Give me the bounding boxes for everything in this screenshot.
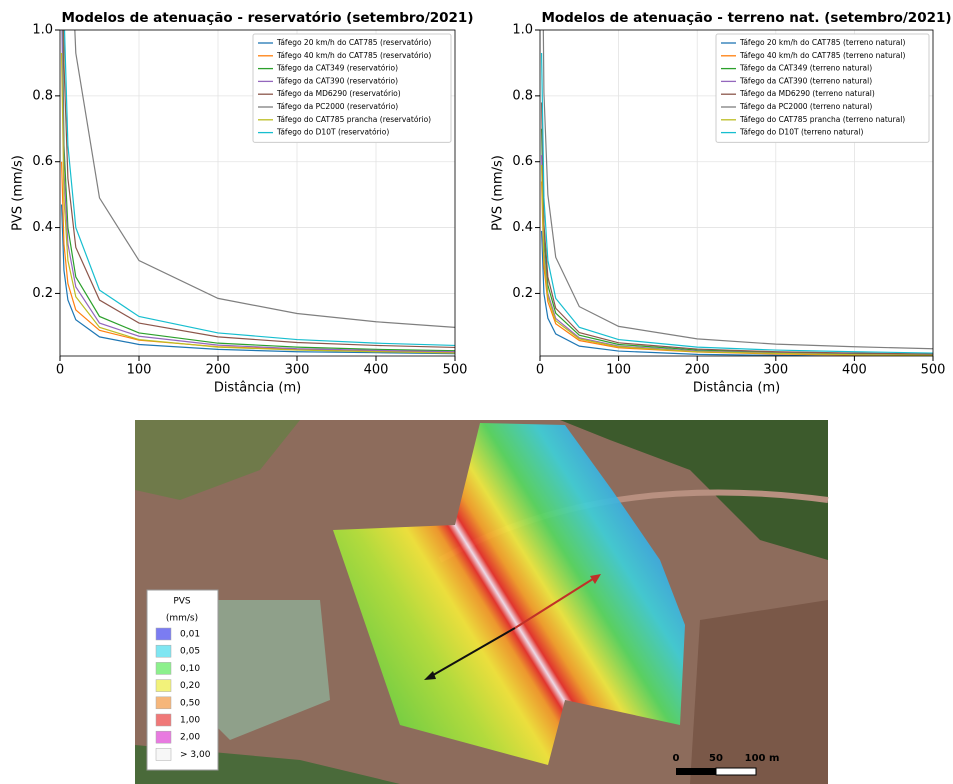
- arrow: [514, 576, 597, 629]
- x-tick-label: 500: [443, 363, 468, 378]
- legend-label: Táfego da CAT390 (terreno natural): [739, 76, 872, 85]
- legend-label: Táfego da CAT349 (reservatório): [276, 64, 398, 73]
- y-tick-label: 1.0: [32, 23, 53, 38]
- legend-label: 2,00: [180, 733, 200, 743]
- series-line: [540, 164, 933, 356]
- y-tick-label: 0.4: [512, 220, 533, 235]
- chart: 0 100 200 300 400 500 0.2 0.4 0.6 0.8 1.0 Modelos d…: [491, 10, 952, 396]
- x-axis-label: Distância (m): [214, 381, 301, 396]
- legend-label: 0,10: [180, 664, 200, 674]
- chart-title: Modelos de atenuação - reservatório (set…: [62, 10, 474, 26]
- scale-label: 0: [673, 753, 680, 764]
- legend-unit: (mm/s): [166, 614, 198, 624]
- series-line: [60, 161, 455, 353]
- scale-label: 100 m: [745, 753, 780, 764]
- scale-bar: [676, 768, 716, 775]
- scale-bar: [715, 767, 757, 776]
- x-tick-label: 100: [606, 363, 631, 378]
- legend-label: Táfego do CAT785 prancha (terreno natura…: [739, 115, 905, 124]
- chart: 0 100 200 300 400 500 0.2 0.4 0.6 0.8 1.0 Modelos d…: [11, 10, 474, 396]
- legend-label: Táfego do D10T (reservatório): [276, 128, 389, 137]
- legend-label: Táfego da MD6290 (reservatório): [276, 89, 401, 98]
- x-tick-label: 300: [285, 363, 310, 378]
- x-tick-label: 100: [127, 363, 152, 378]
- legend-label: Táfego 20 km/h do CAT785 (terreno natura…: [739, 38, 905, 47]
- scale-label: 50: [709, 753, 723, 764]
- vegetation: [560, 420, 828, 560]
- legend-label: Táfego da CAT349 (terreno natural): [739, 64, 872, 73]
- series-line: [61, 30, 455, 353]
- map: PVS (mm/s) 0,01 0,05 0,10 0,20 0,50 1,00 2,00 >…: [135, 420, 829, 784]
- y-tick-label: 0.4: [32, 220, 53, 235]
- series-line: [60, 53, 455, 354]
- series-line: [63, 30, 455, 347]
- y-tick-label: 0.6: [32, 154, 53, 169]
- series-line: [60, 204, 455, 355]
- series-line: [540, 128, 933, 355]
- legend-swatch: [155, 713, 172, 727]
- x-tick-label: 300: [763, 363, 788, 378]
- legend-swatch: [155, 679, 172, 692]
- arrow: [427, 627, 516, 679]
- terrain: [690, 600, 828, 784]
- legend-items: 0,01 0,05 0,10 0,20 0,50 1,00 2,00 > 3,00: [155, 627, 211, 761]
- legend-label: Táfego 40 km/h do CAT785 (reservatório): [276, 51, 431, 60]
- legend-label: Táfego 40 km/h do CAT785 (terreno natura…: [739, 51, 905, 60]
- x-tick-label: 400: [364, 363, 389, 378]
- y-tick-label: 0.2: [32, 286, 53, 301]
- legend-swatch: [155, 748, 172, 761]
- arrow-head: [590, 574, 601, 584]
- x-tick-label: 200: [206, 363, 231, 378]
- series-line: [74, 30, 455, 328]
- series-line: [542, 30, 933, 350]
- series-line: [61, 30, 455, 352]
- vegetation: [135, 420, 300, 500]
- y-tick-label: 0.8: [32, 88, 53, 103]
- plot-frame: [539, 29, 934, 357]
- x-tick-label: 0: [536, 363, 544, 378]
- legend-title: PVS: [173, 597, 191, 607]
- legend-label: 0,05: [180, 647, 200, 657]
- series-line: [63, 30, 455, 349]
- y-tick-label: 0.8: [512, 88, 533, 103]
- y-tick-label: 0.6: [512, 154, 533, 169]
- legend-label: Táfego 20 km/h do CAT785 (reservatório): [276, 38, 431, 47]
- legend-label: Táfego do CAT785 prancha (reservatório): [276, 115, 431, 124]
- arrow-head: [424, 671, 436, 680]
- legend-swatch: [155, 627, 172, 641]
- legend-swatch: [155, 730, 172, 744]
- pvs-contour: [333, 423, 685, 765]
- y-tick-label: 0.2: [512, 286, 533, 301]
- y-axis-label: PVS (mm/s): [11, 155, 26, 231]
- legend-label: 0,20: [180, 681, 200, 691]
- legend-label: Táfego da PC2000 (terreno natural): [739, 102, 872, 111]
- legend-swatch: [155, 644, 172, 658]
- x-axis-label: Distância (m): [693, 381, 780, 396]
- series-line: [540, 102, 933, 355]
- x-tick-label: 0: [56, 363, 64, 378]
- legend-label: Táfego da PC2000 (reservatório): [276, 102, 398, 111]
- chart-title: Modelos de atenuação - terreno nat. (set…: [541, 10, 951, 26]
- legend-label: 0,50: [180, 698, 200, 708]
- legend: [252, 33, 452, 143]
- series-line: [540, 53, 933, 354]
- legend-label: 1,00: [180, 716, 200, 726]
- legend-label: Táfego do D10T (terreno natural): [739, 128, 863, 137]
- x-tick-label: 500: [921, 363, 946, 378]
- y-tick-label: 1.0: [512, 23, 533, 38]
- legend-label: 0,01: [180, 630, 200, 640]
- pond: [190, 600, 330, 740]
- x-tick-label: 200: [685, 363, 710, 378]
- plot-frame: [59, 29, 456, 357]
- y-axis-label: PVS (mm/s): [491, 155, 506, 231]
- legend-label: > 3,00: [180, 750, 211, 760]
- legend-swatch: [155, 662, 172, 675]
- legend-label: Táfego da MD6290 (terreno natural): [739, 89, 875, 98]
- legend-swatch: [155, 696, 172, 710]
- x-tick-label: 400: [842, 363, 867, 378]
- legend: [715, 33, 930, 143]
- legend-label: Táfego da CAT390 (reservatório): [276, 76, 398, 85]
